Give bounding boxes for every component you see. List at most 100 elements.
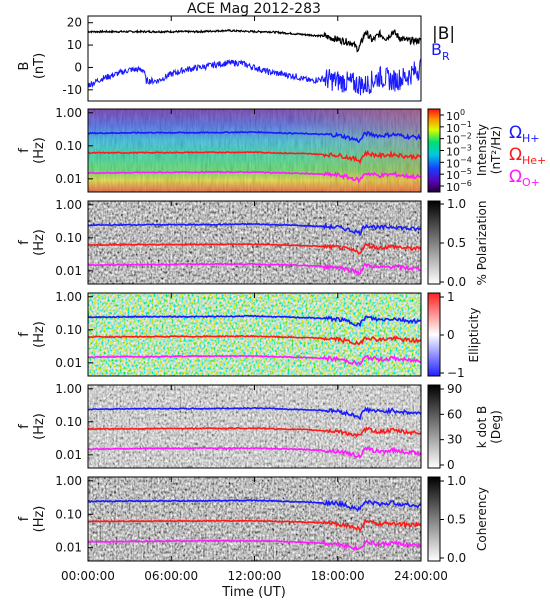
gyro-lines-panel-coherency xyxy=(88,499,421,551)
freq-tick-label: 0.10 xyxy=(55,415,82,429)
freq-ylabel-top: f xyxy=(17,240,32,245)
gyro-lines-panel-intensity xyxy=(88,130,421,184)
intensity-tick-label: 10−2 xyxy=(446,132,472,147)
freq-ylabel-bottom: (Hz) xyxy=(32,137,47,164)
freq-tick-label: 0.10 xyxy=(55,139,82,153)
gyro-line-H-panel-5 xyxy=(88,499,421,513)
freq-ylabel-bottom: (Hz) xyxy=(32,229,47,256)
colorbar-kdotb: 90 60 30 0 k dot B (Deg) xyxy=(427,382,503,472)
colorbar-ellipticity-label: Ellipticity xyxy=(467,308,481,363)
intensity-tick-label: 10−4 xyxy=(446,155,472,170)
freq-tick-label: 1.00 xyxy=(55,290,82,304)
kdotb-spectrogram-tint xyxy=(88,385,421,468)
freq-tick-label: 0.01 xyxy=(55,356,82,370)
gyro-line-He-panel-5 xyxy=(88,518,421,534)
colorbar-polarization: 1.0 0.5 0.0 % Polarization xyxy=(427,197,489,289)
polarization-spectrogram xyxy=(88,201,421,284)
colorbar-coherency-ticks: 1.0 0.5 0.0 xyxy=(440,474,466,565)
intensity-tick-label: 10−3 xyxy=(446,144,472,159)
frequency-axes: 1.000.100.01f (Hz)1.000.100.01f (Hz)1.000.… xyxy=(17,106,93,555)
freq-ylabel-bottom: (Hz) xyxy=(32,413,47,440)
colorbar-coherency-label: Coherency xyxy=(475,487,489,551)
x-tick-label: 12:00:00 xyxy=(228,569,282,583)
ellipticity-tick-label: 0 xyxy=(447,328,455,342)
b-y-ticks: 20 10 0 -10 xyxy=(62,16,93,97)
kdotb-spectrogram xyxy=(88,385,421,468)
gyro-line-He-panel-3 xyxy=(88,334,421,346)
ellipticity-tick-label: −1 xyxy=(447,366,465,380)
coherency-spectrogram xyxy=(88,477,421,561)
colorbar-polarization-scale xyxy=(427,200,441,285)
gyro-lines-panel-kdotb xyxy=(88,406,421,460)
freq-tick-label: 0.01 xyxy=(55,541,82,555)
gyro-lines-panel-polarization xyxy=(88,222,421,275)
gyro-line-O-panel-3 xyxy=(88,354,421,366)
coherency-tick-label: 1.0 xyxy=(447,474,466,488)
figure-title: ACE Mag 2012-283 xyxy=(187,1,321,17)
x-axis: 00:00:00 06:00:00 12:00:00 18:00:00 24:00:00 xyxy=(61,16,448,583)
colorbar-intensity-label-1: Intensity xyxy=(475,124,489,176)
gyro-lines-panel-ellipticity xyxy=(88,314,421,366)
freq-tick-label: 0.10 xyxy=(55,507,82,521)
b-ytick-label: 10 xyxy=(67,38,82,52)
panel-ellipticity xyxy=(87,292,422,377)
polarization-tick-label: 0.0 xyxy=(447,275,466,289)
freq-ylabel-bottom: (Hz) xyxy=(32,506,47,533)
gyro-line-H-panel-4 xyxy=(88,406,421,421)
colorbar-ellipticity-ticks: 1 0 −1 xyxy=(440,290,465,380)
intensity-tick-label: 100 xyxy=(446,108,465,123)
polarization-tick-label: 1.0 xyxy=(447,197,466,211)
colorbar-ellipticity-scale xyxy=(427,292,441,377)
colorbar-kdotb-label-1: k dot B xyxy=(475,406,489,448)
gyro-line-He-panel-4 xyxy=(88,426,421,439)
ellipticity-spectrogram xyxy=(88,293,421,376)
b-series-group xyxy=(88,28,421,96)
intensity-tick-label: 10−5 xyxy=(446,167,472,182)
panel-magnetic-field: 20 10 0 -10 B (nT) |B| BR xyxy=(17,15,455,102)
kdotb-tick-label: 30 xyxy=(447,433,462,447)
freq-ylabel-top: f xyxy=(17,332,32,337)
colorbar-polarization-label: % Polarization xyxy=(475,201,489,286)
colorbar-kdotb-label-2: (Deg) xyxy=(489,410,503,444)
gyro-line-H-panel-1 xyxy=(88,130,421,144)
x-tick-label: 24:00:00 xyxy=(394,569,448,583)
gyro-line-O-panel-2 xyxy=(88,262,421,275)
freq-tick-label: 1.00 xyxy=(55,382,82,396)
legend-omega-h: ΩH+ xyxy=(509,123,540,145)
intensity-tick-label: 10−6 xyxy=(446,179,472,194)
panel-kdotb xyxy=(87,384,422,469)
coherency-tick-label: 0.0 xyxy=(447,551,466,565)
freq-tick-label: 0.10 xyxy=(55,323,82,337)
polarization-tick-label: 0.5 xyxy=(447,236,466,250)
colorbar-coherency-scale xyxy=(427,476,441,562)
freq-tick-label: 1.00 xyxy=(55,106,82,120)
colorbar-intensity-label-2: (nT²/Hz) xyxy=(489,126,503,174)
gyro-legend: ΩH+ ΩHe+ ΩO+ xyxy=(509,123,546,189)
series-b-magnitude-line xyxy=(88,28,421,53)
kdotb-tick-label: 60 xyxy=(447,407,462,421)
x-tick-label: 06:00:00 xyxy=(144,569,198,583)
intensity-spectrogram-texture xyxy=(88,109,421,192)
gyro-line-He-panel-1 xyxy=(88,149,421,165)
legend-b-magnitude: |B| xyxy=(432,24,455,44)
b-ytick-label: 20 xyxy=(67,16,82,30)
freq-tick-label: 1.00 xyxy=(55,474,82,488)
freq-ylabel-top: f xyxy=(17,516,32,521)
colorbar-coherency: 1.0 0.5 0.0 Coherency xyxy=(427,474,489,565)
freq-tick-label: 0.10 xyxy=(55,231,82,245)
x-axis-label: Time (UT) xyxy=(221,585,286,600)
kdotb-tick-label: 90 xyxy=(447,382,462,396)
colorbar-kdotb-scale xyxy=(427,384,441,469)
panel-coherency xyxy=(87,476,422,562)
freq-tick-label: 1.00 xyxy=(55,198,82,212)
colorbar-kdotb-ticks: 90 60 30 0 xyxy=(440,382,462,472)
freq-ylabel-bottom: (Hz) xyxy=(32,321,47,348)
b-ytick-label: -10 xyxy=(62,83,82,97)
colorbar-intensity-scale xyxy=(427,108,441,193)
b-ylabel-bottom: (nT) xyxy=(32,53,47,79)
freq-tick-label: 0.01 xyxy=(55,172,82,186)
ellipticity-tick-label: 1 xyxy=(447,290,455,304)
gyro-line-He-panel-2 xyxy=(88,242,421,255)
